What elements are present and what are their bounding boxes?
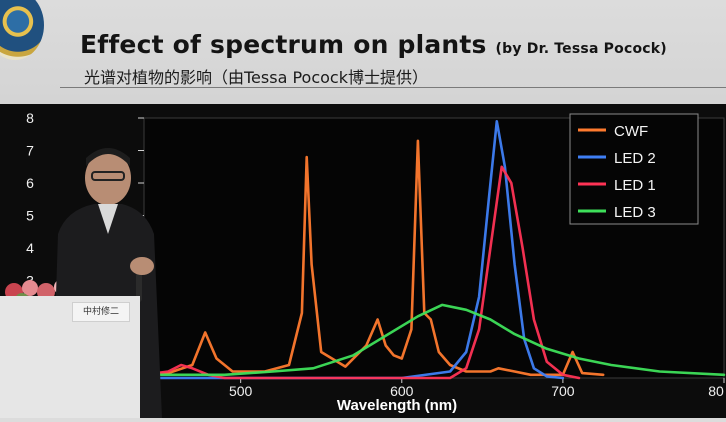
series-line-led-3 [142, 303, 726, 377]
x-tick-label: 700 [551, 383, 575, 399]
speaker-nameplate: 中村修二 [72, 302, 130, 322]
legend-box [569, 113, 699, 225]
legend-label: LED 1 [614, 177, 656, 194]
legend-label: CWF [614, 123, 648, 140]
series-line-led-2 [142, 120, 565, 380]
slide-title-credit: (by Dr. Tessa Pocock) [495, 41, 667, 57]
x-tick-label: 80 [708, 383, 724, 399]
x-tick-label: 500 [229, 383, 253, 399]
series-line-led-1 [142, 165, 581, 380]
legend-label: LED 2 [614, 150, 656, 167]
slide-subtitle: 光谱对植物的影响（由Tessa Pocock博士提供） [84, 68, 428, 87]
y-tick-label: 4 [26, 240, 34, 256]
title-divider [60, 87, 726, 88]
slide-title: Effect of spectrum on plants (by Dr. Tes… [80, 30, 667, 59]
legend-label: LED 3 [614, 204, 656, 221]
slide-title-text: Effect of spectrum on plants [80, 30, 487, 59]
y-tick-label: 8 [26, 110, 34, 126]
series-line-cwf [142, 139, 605, 377]
y-tick-label: 7 [26, 143, 34, 159]
y-tick-label: 5 [26, 208, 34, 224]
x-axis-label: Wavelength (nm) [337, 397, 457, 414]
x-tick-label: 600 [390, 383, 414, 399]
y-tick-label: 6 [26, 175, 34, 191]
